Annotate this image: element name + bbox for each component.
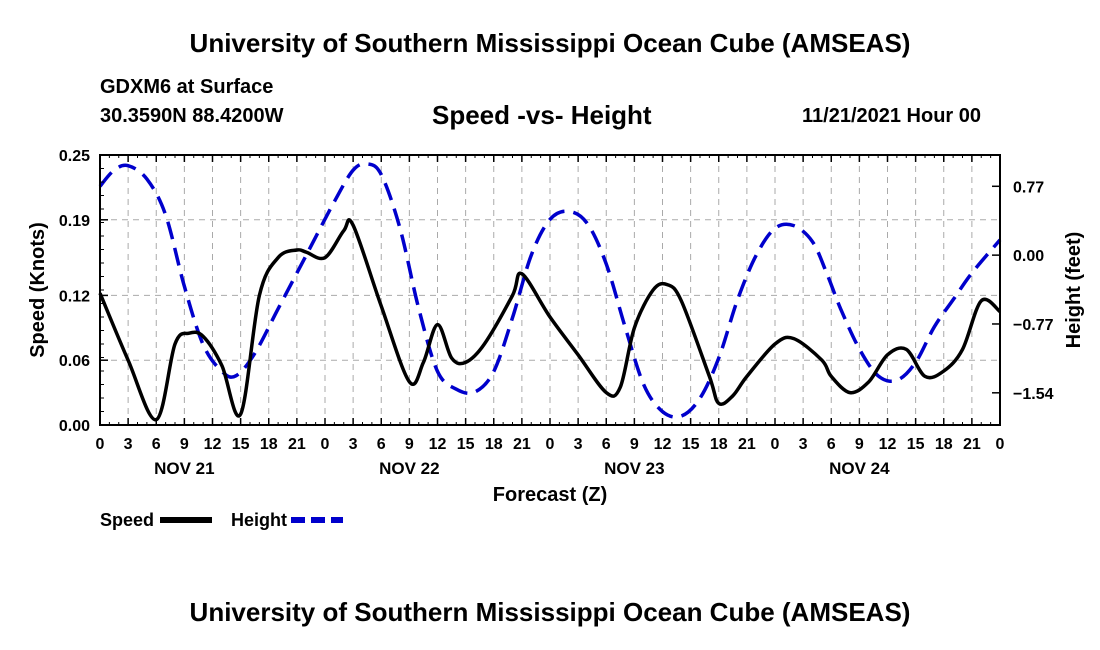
date-label: NOV 23 <box>604 459 664 478</box>
y2-axis-label: Height (feet) <box>1063 232 1085 349</box>
x-tick-label: 18 <box>260 436 278 453</box>
x-tick-label: 15 <box>682 436 700 453</box>
x-tick-label: 15 <box>907 436 925 453</box>
x-tick-label: 9 <box>855 436 864 453</box>
x-tick-label: 12 <box>654 436 672 453</box>
x-tick-label: 18 <box>485 436 503 453</box>
x-tick-label: 21 <box>288 436 306 453</box>
x-tick-label: 18 <box>710 436 728 453</box>
footer-title: University of Southern Mississippi Ocean… <box>189 597 911 627</box>
main-title: University of Southern Mississippi Ocean… <box>189 28 911 58</box>
y2-tick-label: 0.00 <box>1013 248 1044 265</box>
forecast-datetime: 11/21/2021 Hour 00 <box>802 105 982 127</box>
x-tick-label: 0 <box>546 436 555 453</box>
series-layer <box>98 161 1002 422</box>
y-tick-label: 0.25 <box>59 148 90 165</box>
x-tick-label: 18 <box>935 436 953 453</box>
legend-speed-label: Speed <box>100 510 154 530</box>
speed-series-line <box>98 218 1002 422</box>
y-tick-label: 0.19 <box>59 213 90 230</box>
chart-subtitle: Speed -vs- Height <box>432 100 652 130</box>
x-axis-label: Forecast (Z) <box>493 484 607 506</box>
x-tick-label: 3 <box>124 436 133 453</box>
date-label: NOV 22 <box>379 459 439 478</box>
x-tick-label: 6 <box>602 436 611 453</box>
x-tick-label: 0 <box>321 436 330 453</box>
date-label: NOV 24 <box>829 459 890 478</box>
x-tick-label: 3 <box>349 436 358 453</box>
x-tick-label: 9 <box>630 436 639 453</box>
y-tick-label: 0.12 <box>59 288 90 305</box>
legend: Speed Height <box>100 510 343 530</box>
x-tick-label: 12 <box>204 436 222 453</box>
x-tick-label: 0 <box>96 436 105 453</box>
height-series-line <box>98 161 1002 419</box>
date-label: NOV 21 <box>154 459 214 478</box>
x-tick-label: 9 <box>405 436 414 453</box>
x-tick-label: 21 <box>513 436 531 453</box>
x-tick-label: 3 <box>799 436 808 453</box>
y-axis-label: Speed (Knots) <box>27 222 49 358</box>
x-tick-label: 12 <box>879 436 897 453</box>
x-tick-label: 21 <box>963 436 981 453</box>
legend-height-label: Height <box>231 510 287 530</box>
x-tick-label: 15 <box>457 436 475 453</box>
x-tick-label: 12 <box>429 436 447 453</box>
y2-tick-label: 0.77 <box>1013 179 1044 196</box>
x-tick-label: 3 <box>574 436 583 453</box>
y-tick-label: 0.06 <box>59 353 90 370</box>
x-tick-label: 0 <box>771 436 780 453</box>
x-tick-label: 6 <box>152 436 161 453</box>
coordinates-label: 30.3590N 88.4200W <box>100 105 284 127</box>
x-tick-label: 6 <box>827 436 836 453</box>
axis-layer: 0 3 6 9 12 15 18 21 0 3 6 9 12 15 18 21 0 3 6 9 12 15 18 21 0 3 6 9… <box>59 148 1054 478</box>
x-tick-label: 6 <box>377 436 386 453</box>
station-label: GDXM6 at Surface <box>100 76 274 98</box>
x-tick-label: 0 <box>996 436 1005 453</box>
x-tick-label: 21 <box>738 436 756 453</box>
x-tick-label: 9 <box>180 436 189 453</box>
y2-tick-label: −0.77 <box>1013 317 1054 334</box>
y-tick-label: 0.00 <box>59 418 90 435</box>
x-tick-label: 15 <box>232 436 250 453</box>
y2-tick-label: −1.54 <box>1013 386 1054 403</box>
